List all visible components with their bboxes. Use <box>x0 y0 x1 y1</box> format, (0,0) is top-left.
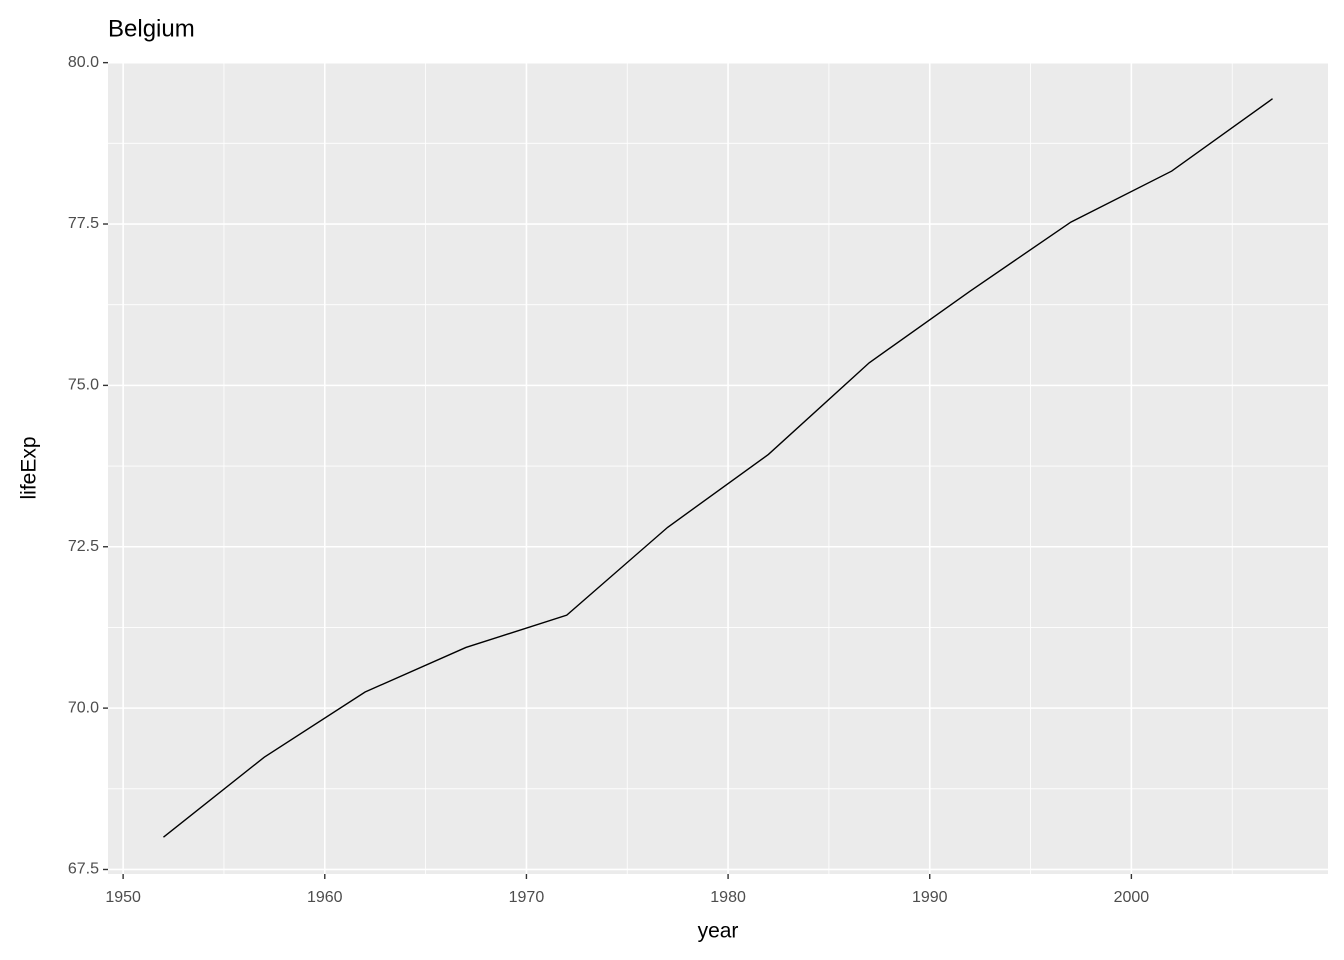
marks <box>163 98 1273 838</box>
chart-title: Belgium <box>108 15 195 42</box>
x-tick-label: 1990 <box>912 889 948 906</box>
x-tick-label: 1970 <box>509 889 545 906</box>
x-tick-label: 2000 <box>1114 889 1150 906</box>
x-tick-label: 1980 <box>710 889 746 906</box>
y-tick-label: 70.0 <box>68 699 99 716</box>
y-tick-label: 77.5 <box>68 215 99 232</box>
y-tick-label: 72.5 <box>68 538 99 555</box>
x-axis-title: year <box>698 920 739 943</box>
panel <box>108 62 1328 874</box>
x-tick-label: 1960 <box>307 889 343 906</box>
y-axis-title: lifeExp <box>18 436 41 499</box>
x-tick-label: 1950 <box>105 889 141 906</box>
grid <box>108 61 1328 874</box>
y-tick-label: 67.5 <box>68 861 99 878</box>
y-tick-label: 80.0 <box>68 54 99 71</box>
y-tick-label: 75.0 <box>68 377 99 394</box>
line <box>163 98 1273 838</box>
